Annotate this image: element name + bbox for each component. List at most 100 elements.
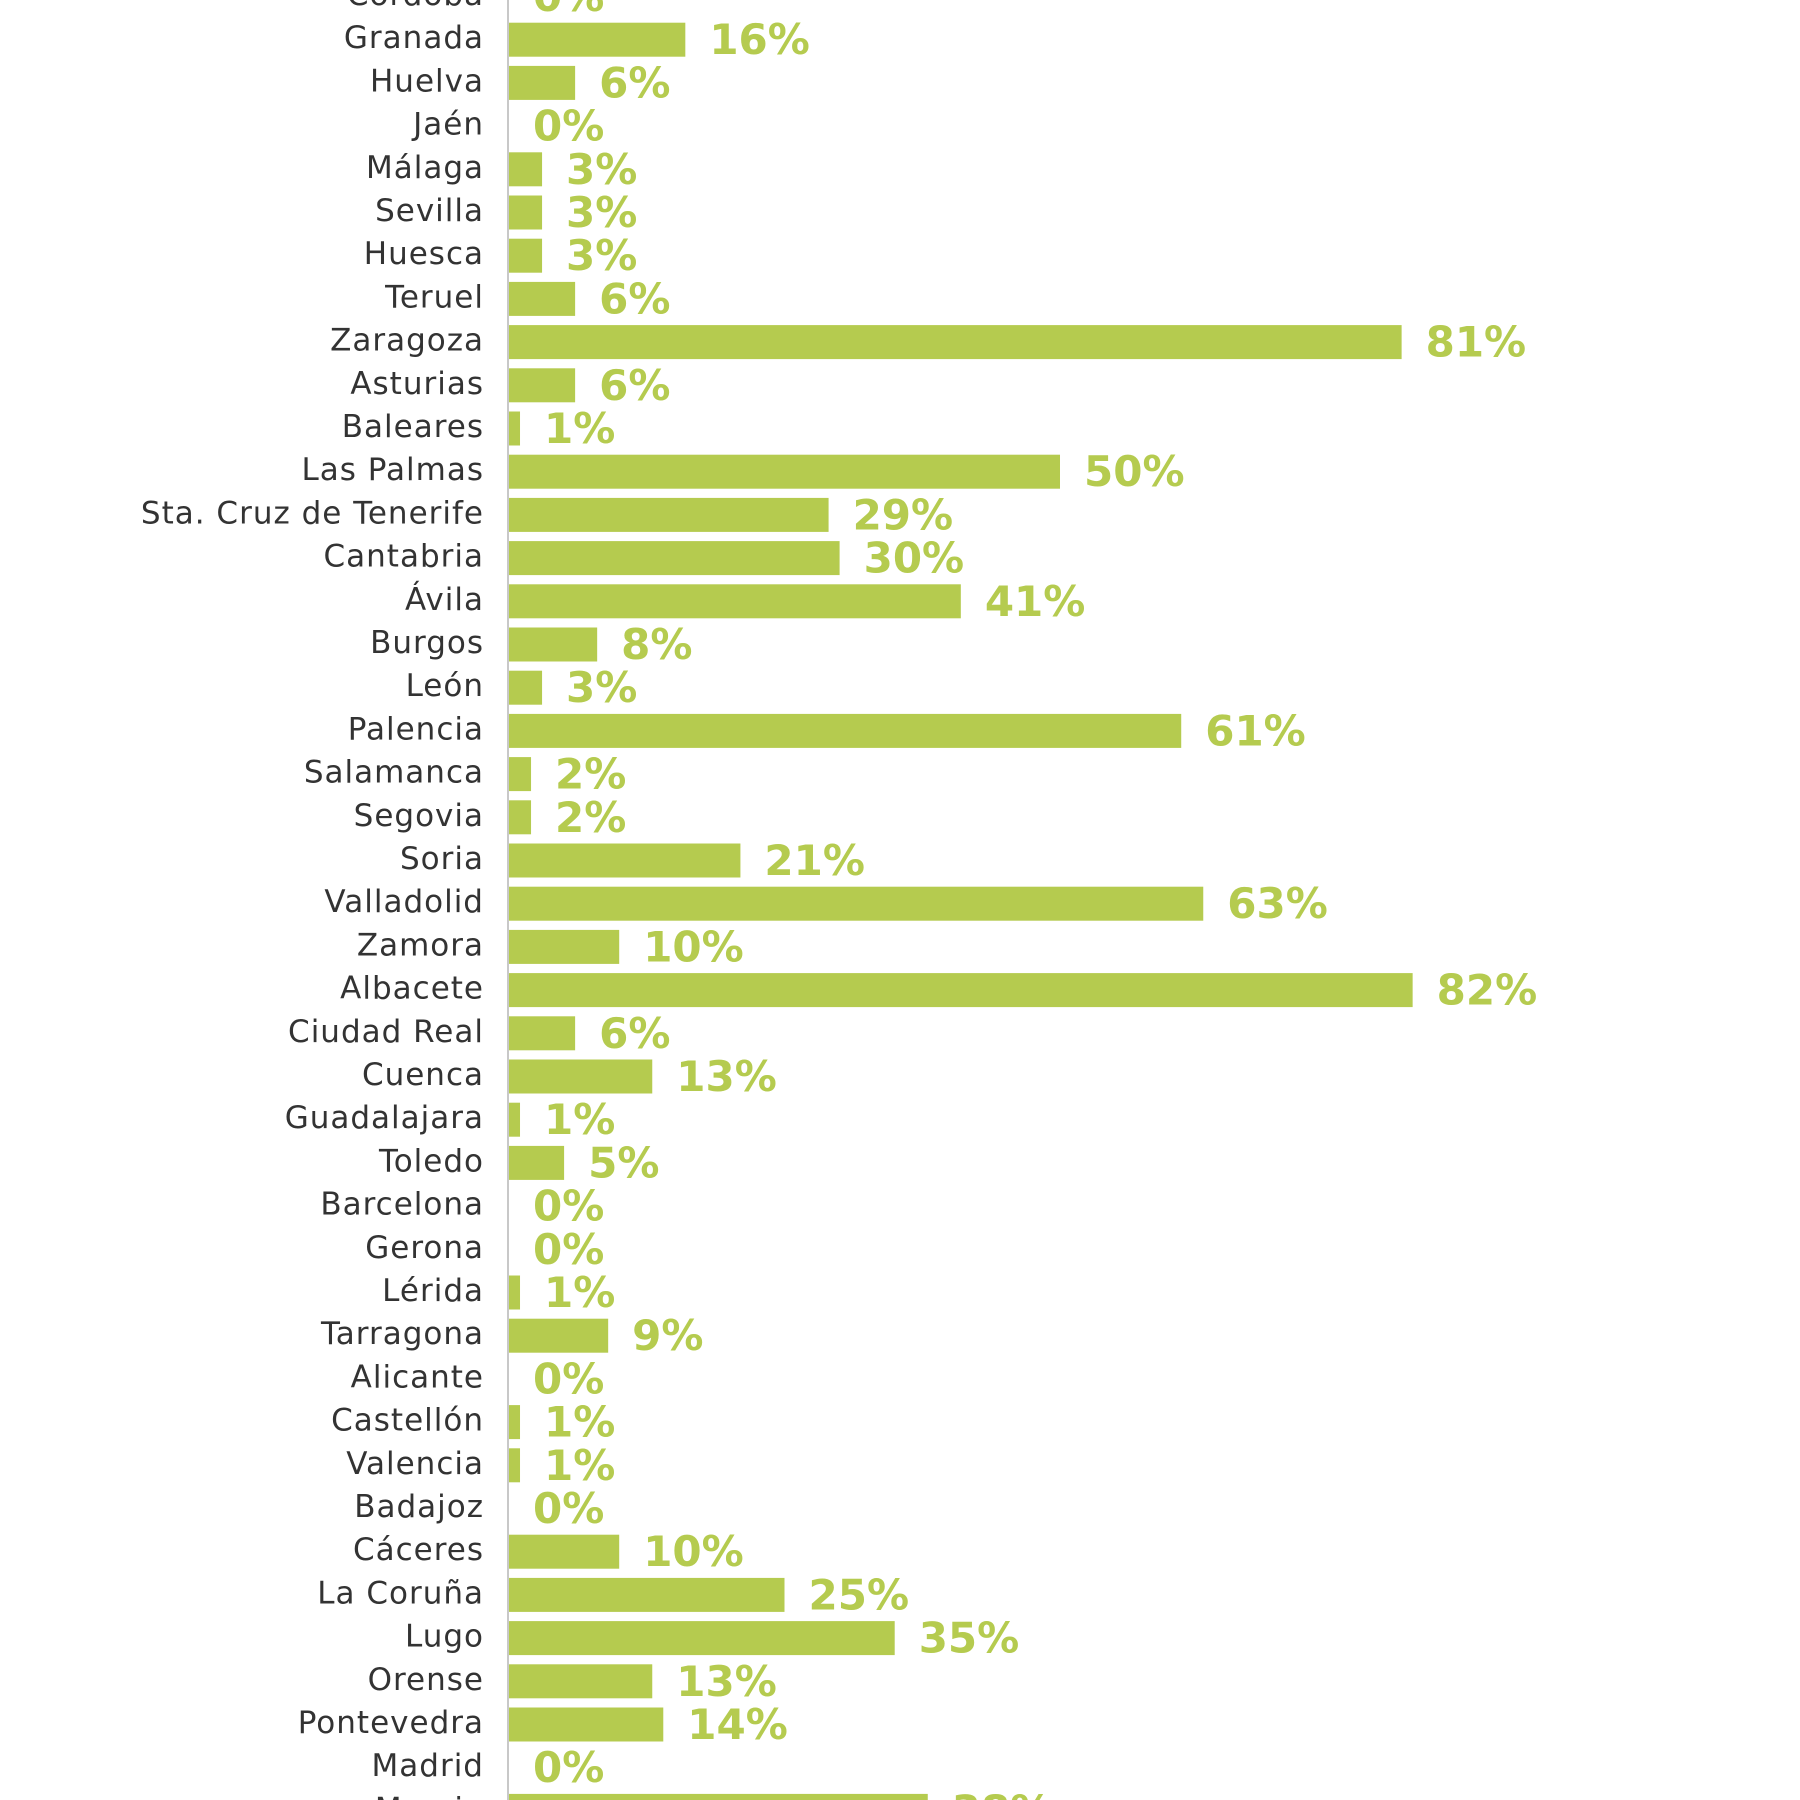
bar <box>509 886 1204 921</box>
value-label: 8% <box>621 620 692 669</box>
bar <box>509 1016 576 1051</box>
value-label: 1% <box>544 1268 615 1317</box>
category-label: La Coruña <box>317 1575 484 1611</box>
bar <box>509 238 543 273</box>
bar <box>509 368 576 403</box>
value-label: 14% <box>687 1700 788 1749</box>
category-label: Badajoz <box>354 1489 484 1525</box>
category-label: Jaén <box>411 107 484 143</box>
value-label: 3% <box>566 145 637 194</box>
value-label: 82% <box>1437 966 1538 1015</box>
value-label: 81% <box>1426 318 1527 367</box>
category-label: Cáceres <box>353 1532 484 1568</box>
value-label: 0% <box>533 0 604 21</box>
bar <box>509 497 829 532</box>
category-label: Valencia <box>346 1446 484 1482</box>
category-label: Alicante <box>351 1359 484 1395</box>
category-label: Albacete <box>340 971 484 1007</box>
category-label: Huesca <box>364 236 484 272</box>
value-label: 0% <box>533 102 604 151</box>
bar <box>509 1534 620 1569</box>
category-label: Madrid <box>372 1748 484 1784</box>
category-label: Baleares <box>342 409 484 445</box>
value-label: 10% <box>643 1527 744 1576</box>
value-label: 0% <box>533 1225 604 1274</box>
value-label: 50% <box>1084 447 1185 496</box>
bar <box>509 584 961 619</box>
category-label: Orense <box>368 1662 484 1698</box>
category-label: Lérida <box>382 1273 484 1309</box>
value-label: 0% <box>533 1484 604 1533</box>
category-label: Valladolid <box>324 884 484 920</box>
bar <box>509 195 543 230</box>
category-label: Burgos <box>370 625 484 661</box>
value-label: 0% <box>533 1743 604 1792</box>
category-label: Teruel <box>384 279 484 315</box>
category-label: Cuenca <box>362 1057 484 1093</box>
category-label: Murcia <box>375 1791 484 1800</box>
bar <box>509 973 1413 1008</box>
category-label: Salamanca <box>304 755 484 791</box>
bar <box>509 152 543 187</box>
bar <box>509 627 598 662</box>
value-label: 2% <box>555 750 626 799</box>
bar <box>509 929 620 964</box>
value-label: 41% <box>985 577 1086 626</box>
category-label: Toledo <box>378 1143 484 1179</box>
bar <box>509 541 840 576</box>
category-label: Castellón <box>331 1403 484 1439</box>
value-label: 38% <box>952 1786 1053 1800</box>
category-label: León <box>406 668 484 704</box>
bar <box>509 1318 609 1353</box>
bar <box>509 1405 521 1440</box>
value-label: 21% <box>764 836 865 885</box>
category-label: Palencia <box>348 711 484 747</box>
value-label: 10% <box>643 922 744 971</box>
bar <box>509 1793 928 1800</box>
category-label: Tarragona <box>320 1316 484 1352</box>
category-label: Guadalajara <box>285 1100 484 1136</box>
category-label: Ávila <box>405 582 484 618</box>
bar <box>509 1707 664 1742</box>
category-label: Málaga <box>366 150 484 186</box>
value-label: 6% <box>599 361 670 410</box>
category-label: Zamora <box>357 927 484 963</box>
bar <box>509 1448 521 1483</box>
category-label: Cantabria <box>324 539 484 575</box>
value-label: 63% <box>1227 879 1328 928</box>
bar <box>509 454 1060 489</box>
bar <box>509 670 543 705</box>
value-label: 1% <box>544 1398 615 1447</box>
value-label: 61% <box>1205 706 1306 755</box>
category-label: Gerona <box>365 1230 484 1266</box>
value-label: 3% <box>566 663 637 712</box>
bar <box>509 1621 895 1656</box>
value-label: 6% <box>599 274 670 323</box>
value-label: 1% <box>544 1095 615 1144</box>
bar <box>509 800 532 835</box>
value-label: 0% <box>533 1182 604 1231</box>
category-label: Ciudad Real <box>288 1014 484 1050</box>
value-label: 6% <box>599 58 670 107</box>
bar <box>509 1059 653 1094</box>
value-label: 13% <box>676 1657 777 1706</box>
value-label: 6% <box>599 1009 670 1058</box>
bar <box>509 325 1402 360</box>
value-label: 35% <box>919 1614 1020 1663</box>
bar <box>509 22 686 57</box>
category-label: Pontevedra <box>298 1705 484 1741</box>
bar <box>509 1577 785 1612</box>
category-label: Barcelona <box>320 1187 484 1223</box>
value-label: 13% <box>676 1052 777 1101</box>
value-label: 9% <box>632 1311 703 1360</box>
value-label: 2% <box>555 793 626 842</box>
category-label: Soria <box>400 841 484 877</box>
bar <box>509 713 1182 748</box>
category-label: Sevilla <box>375 193 484 229</box>
value-label: 1% <box>544 404 615 453</box>
value-label: 25% <box>809 1570 910 1619</box>
category-label: Asturias <box>350 366 484 402</box>
bar <box>509 1145 565 1180</box>
